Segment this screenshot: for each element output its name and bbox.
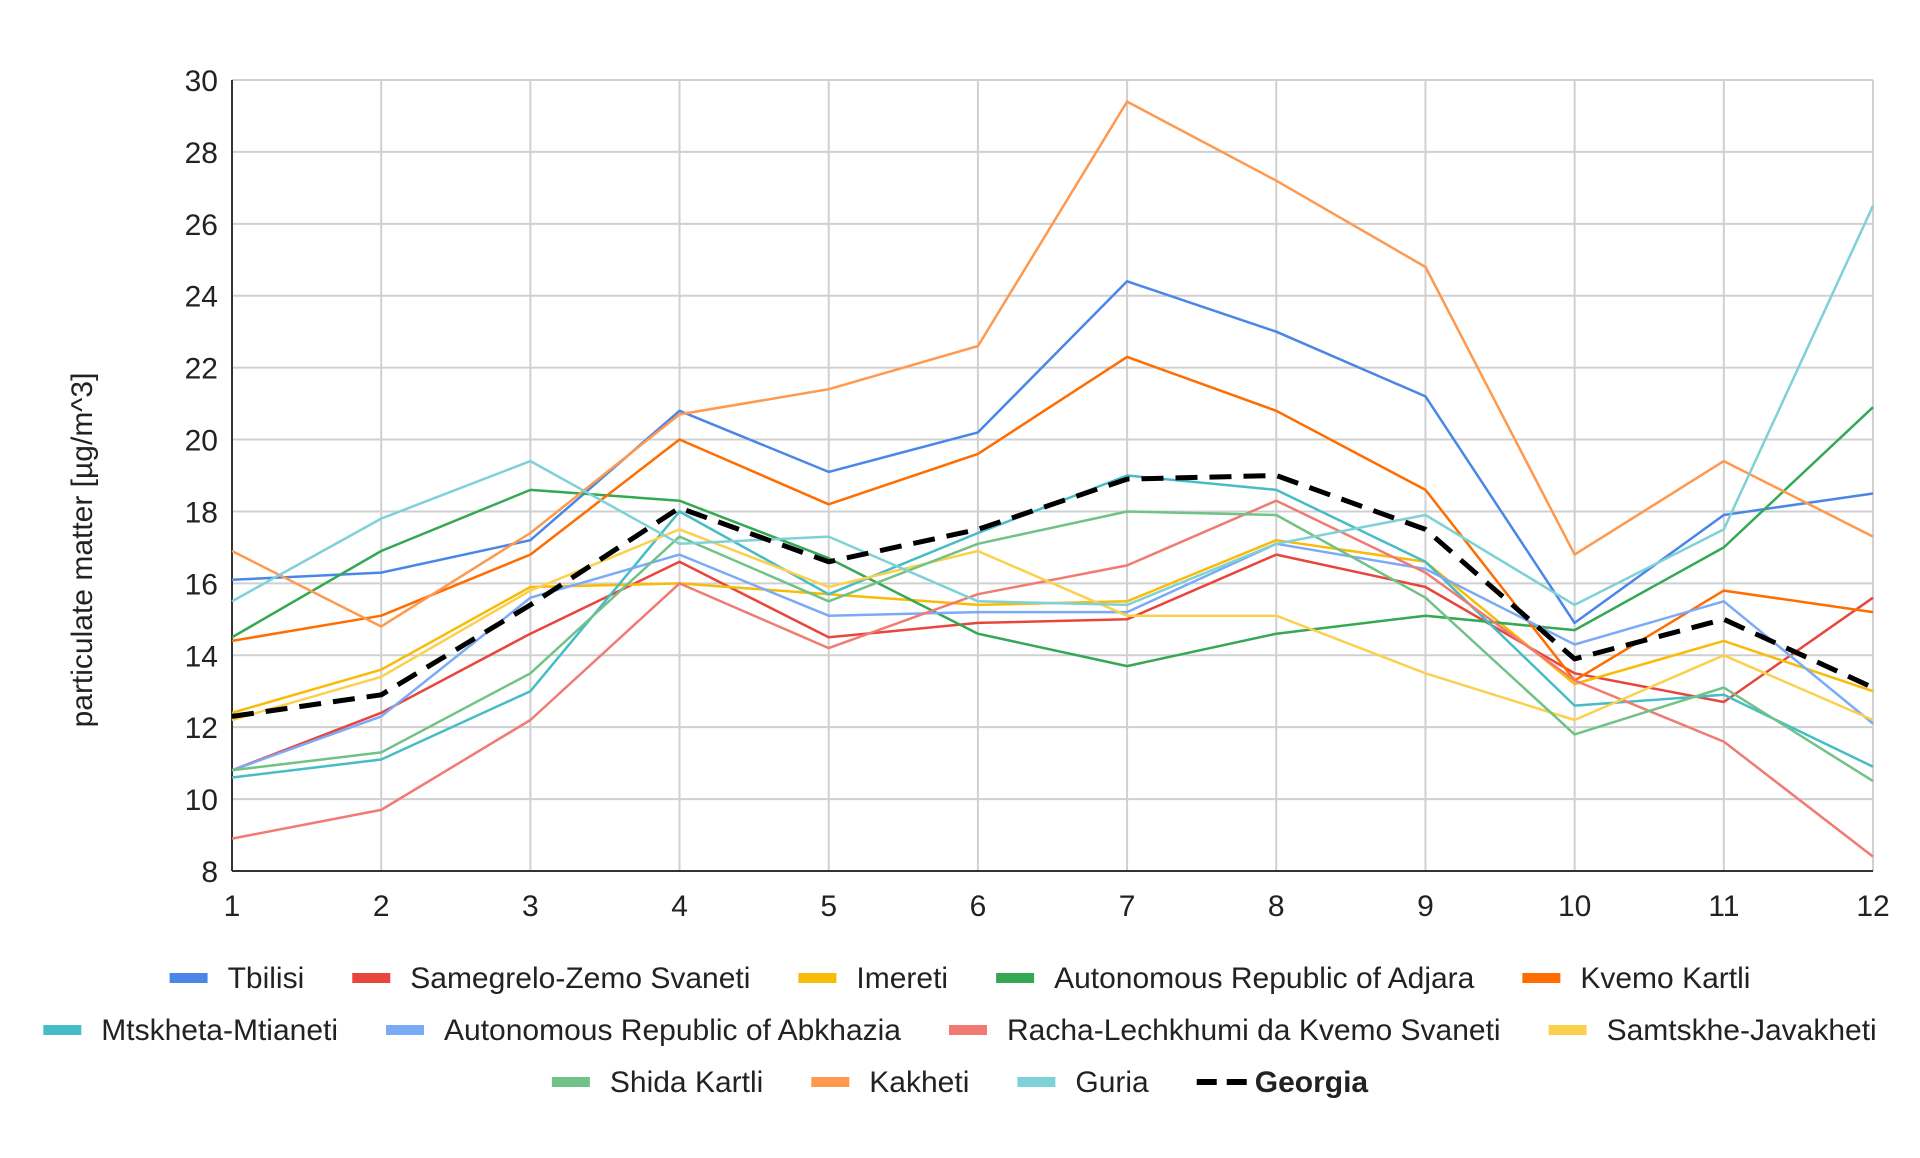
- legend-swatch: [352, 973, 391, 983]
- y-tick-label: 28: [185, 137, 218, 170]
- legend-swatch: [996, 973, 1035, 983]
- legend-item-imereti: Imereti: [798, 962, 948, 995]
- x-axis-ticks: 1 2 3 4 5 6 7 8 9 10 11 12: [224, 890, 1890, 923]
- legend-item-samtskhe-javakheti: Samtskhe-Javakheti: [1548, 1014, 1877, 1047]
- y-tick-label: 12: [185, 712, 218, 745]
- x-tick-label: 7: [1119, 890, 1136, 923]
- series-line-autonomous-republic-of-adjara: [231, 406, 1874, 668]
- legend: Tbilisi Samegrelo-Zemo Svaneti Imereti Auto…: [43, 962, 1877, 1099]
- x-tick-label: 5: [820, 890, 837, 923]
- legend-swatch: [1522, 973, 1561, 983]
- x-tick-label: 1: [224, 890, 241, 923]
- series-line-tbilisi: [231, 280, 1874, 625]
- y-axis-ticks: 8 10 12 14 16 18 20 22 24 26 28 30: [185, 65, 218, 889]
- legend-label: Racha-Lechkhumi da Kvemo Svaneti: [1007, 1014, 1501, 1047]
- legend-item-racha-lechkhumi-da-kvemo-svaneti: Racha-Lechkhumi da Kvemo Svaneti: [949, 1014, 1501, 1047]
- y-tick-label: 8: [201, 856, 218, 889]
- x-tick-label: 6: [970, 890, 987, 923]
- y-tick-label: 20: [185, 425, 218, 458]
- series-line-guria: [231, 205, 1875, 607]
- series-line-shida-kartli: [231, 510, 1874, 783]
- legend-label: Autonomous Republic of Adjara: [1054, 962, 1475, 995]
- x-tick-label: 11: [1708, 890, 1739, 923]
- series-line-autonomous-republic-of-abkhazia: [231, 542, 1874, 772]
- legend-label: Kakheti: [869, 1066, 969, 1099]
- legend-label: Imereti: [856, 962, 948, 995]
- legend-swatch: [798, 973, 837, 983]
- series-line-kvemo-kartli: [231, 355, 1874, 682]
- x-tick-label: 2: [373, 890, 390, 923]
- legend-label: Samegrelo-Zemo Svaneti: [410, 962, 750, 995]
- series-line-georgia: [231, 473, 1875, 719]
- series-line-samegrelo-zemo-svaneti: [231, 553, 1874, 772]
- grid-lines: [231, 79, 1874, 872]
- legend-item-tbilisi: Tbilisi: [169, 962, 305, 995]
- legend-item-guria: Guria: [1017, 1066, 1149, 1099]
- legend-item-kvemo-kartli: Kvemo Kartli: [1522, 962, 1750, 995]
- legend-swatch: [949, 1025, 987, 1035]
- legend-swatch: [169, 973, 208, 983]
- legend-swatch: [811, 1077, 850, 1087]
- y-tick-label: 30: [185, 65, 218, 98]
- legend-swatch: [1548, 1025, 1587, 1035]
- legend-item-georgia: Georgia: [1196, 1066, 1369, 1099]
- y-tick-label: 22: [185, 353, 218, 386]
- legend-swatch: [1017, 1077, 1056, 1087]
- legend-swatch: [386, 1025, 425, 1035]
- legend-item-kakheti: Kakheti: [811, 1066, 969, 1099]
- legend-item-shida-kartli: Shida Kartli: [551, 1066, 763, 1099]
- x-tick-label: 9: [1417, 890, 1434, 923]
- legend-label: Mtskheta-Mtianeti: [101, 1014, 338, 1047]
- legend-label: Kvemo Kartli: [1580, 962, 1750, 995]
- legend-item-samegrelo-zemo-svaneti: Samegrelo-Zemo Svaneti: [352, 962, 750, 995]
- x-tick-label: 10: [1558, 890, 1591, 923]
- legend-item-autonomous-republic-of-abkhazia: Autonomous Republic of Abkhazia: [386, 1014, 901, 1047]
- x-tick-label: 3: [522, 890, 539, 923]
- legend-label: Tbilisi: [228, 962, 305, 995]
- y-tick-label: 24: [185, 281, 218, 314]
- legend-label: Georgia: [1255, 1066, 1369, 1099]
- y-tick-label: 26: [185, 209, 218, 242]
- legend-item-autonomous-republic-of-adjara: Autonomous Republic of Adjara: [996, 962, 1475, 995]
- y-tick-label: 18: [185, 496, 218, 529]
- y-axis-label: particulate matter [µg/m^3]: [66, 373, 99, 728]
- legend-label: Guria: [1075, 1066, 1149, 1099]
- y-tick-label: 14: [185, 640, 218, 673]
- legend-label: Autonomous Republic of Abkhazia: [444, 1014, 901, 1047]
- x-tick-label: 12: [1856, 890, 1889, 923]
- series-line-samtskhe-javakheti: [231, 528, 1874, 722]
- legend-label: Samtskhe-Javakheti: [1607, 1014, 1877, 1047]
- series-line-kakheti: [231, 100, 1874, 628]
- legend-item-mtskheta-mtianeti: Mtskheta-Mtianeti: [43, 1014, 338, 1047]
- x-tick-label: 4: [671, 890, 688, 923]
- series-lines: [231, 100, 1875, 858]
- x-tick-label: 8: [1268, 890, 1285, 923]
- y-tick-label: 10: [185, 784, 218, 817]
- y-tick-label: 16: [185, 568, 218, 601]
- legend-label: Shida Kartli: [610, 1066, 763, 1099]
- legend-swatch: [43, 1025, 82, 1035]
- series-line-racha-lechkhumi-da-kvemo-svaneti: [231, 499, 1874, 858]
- legend-swatch: [551, 1077, 590, 1087]
